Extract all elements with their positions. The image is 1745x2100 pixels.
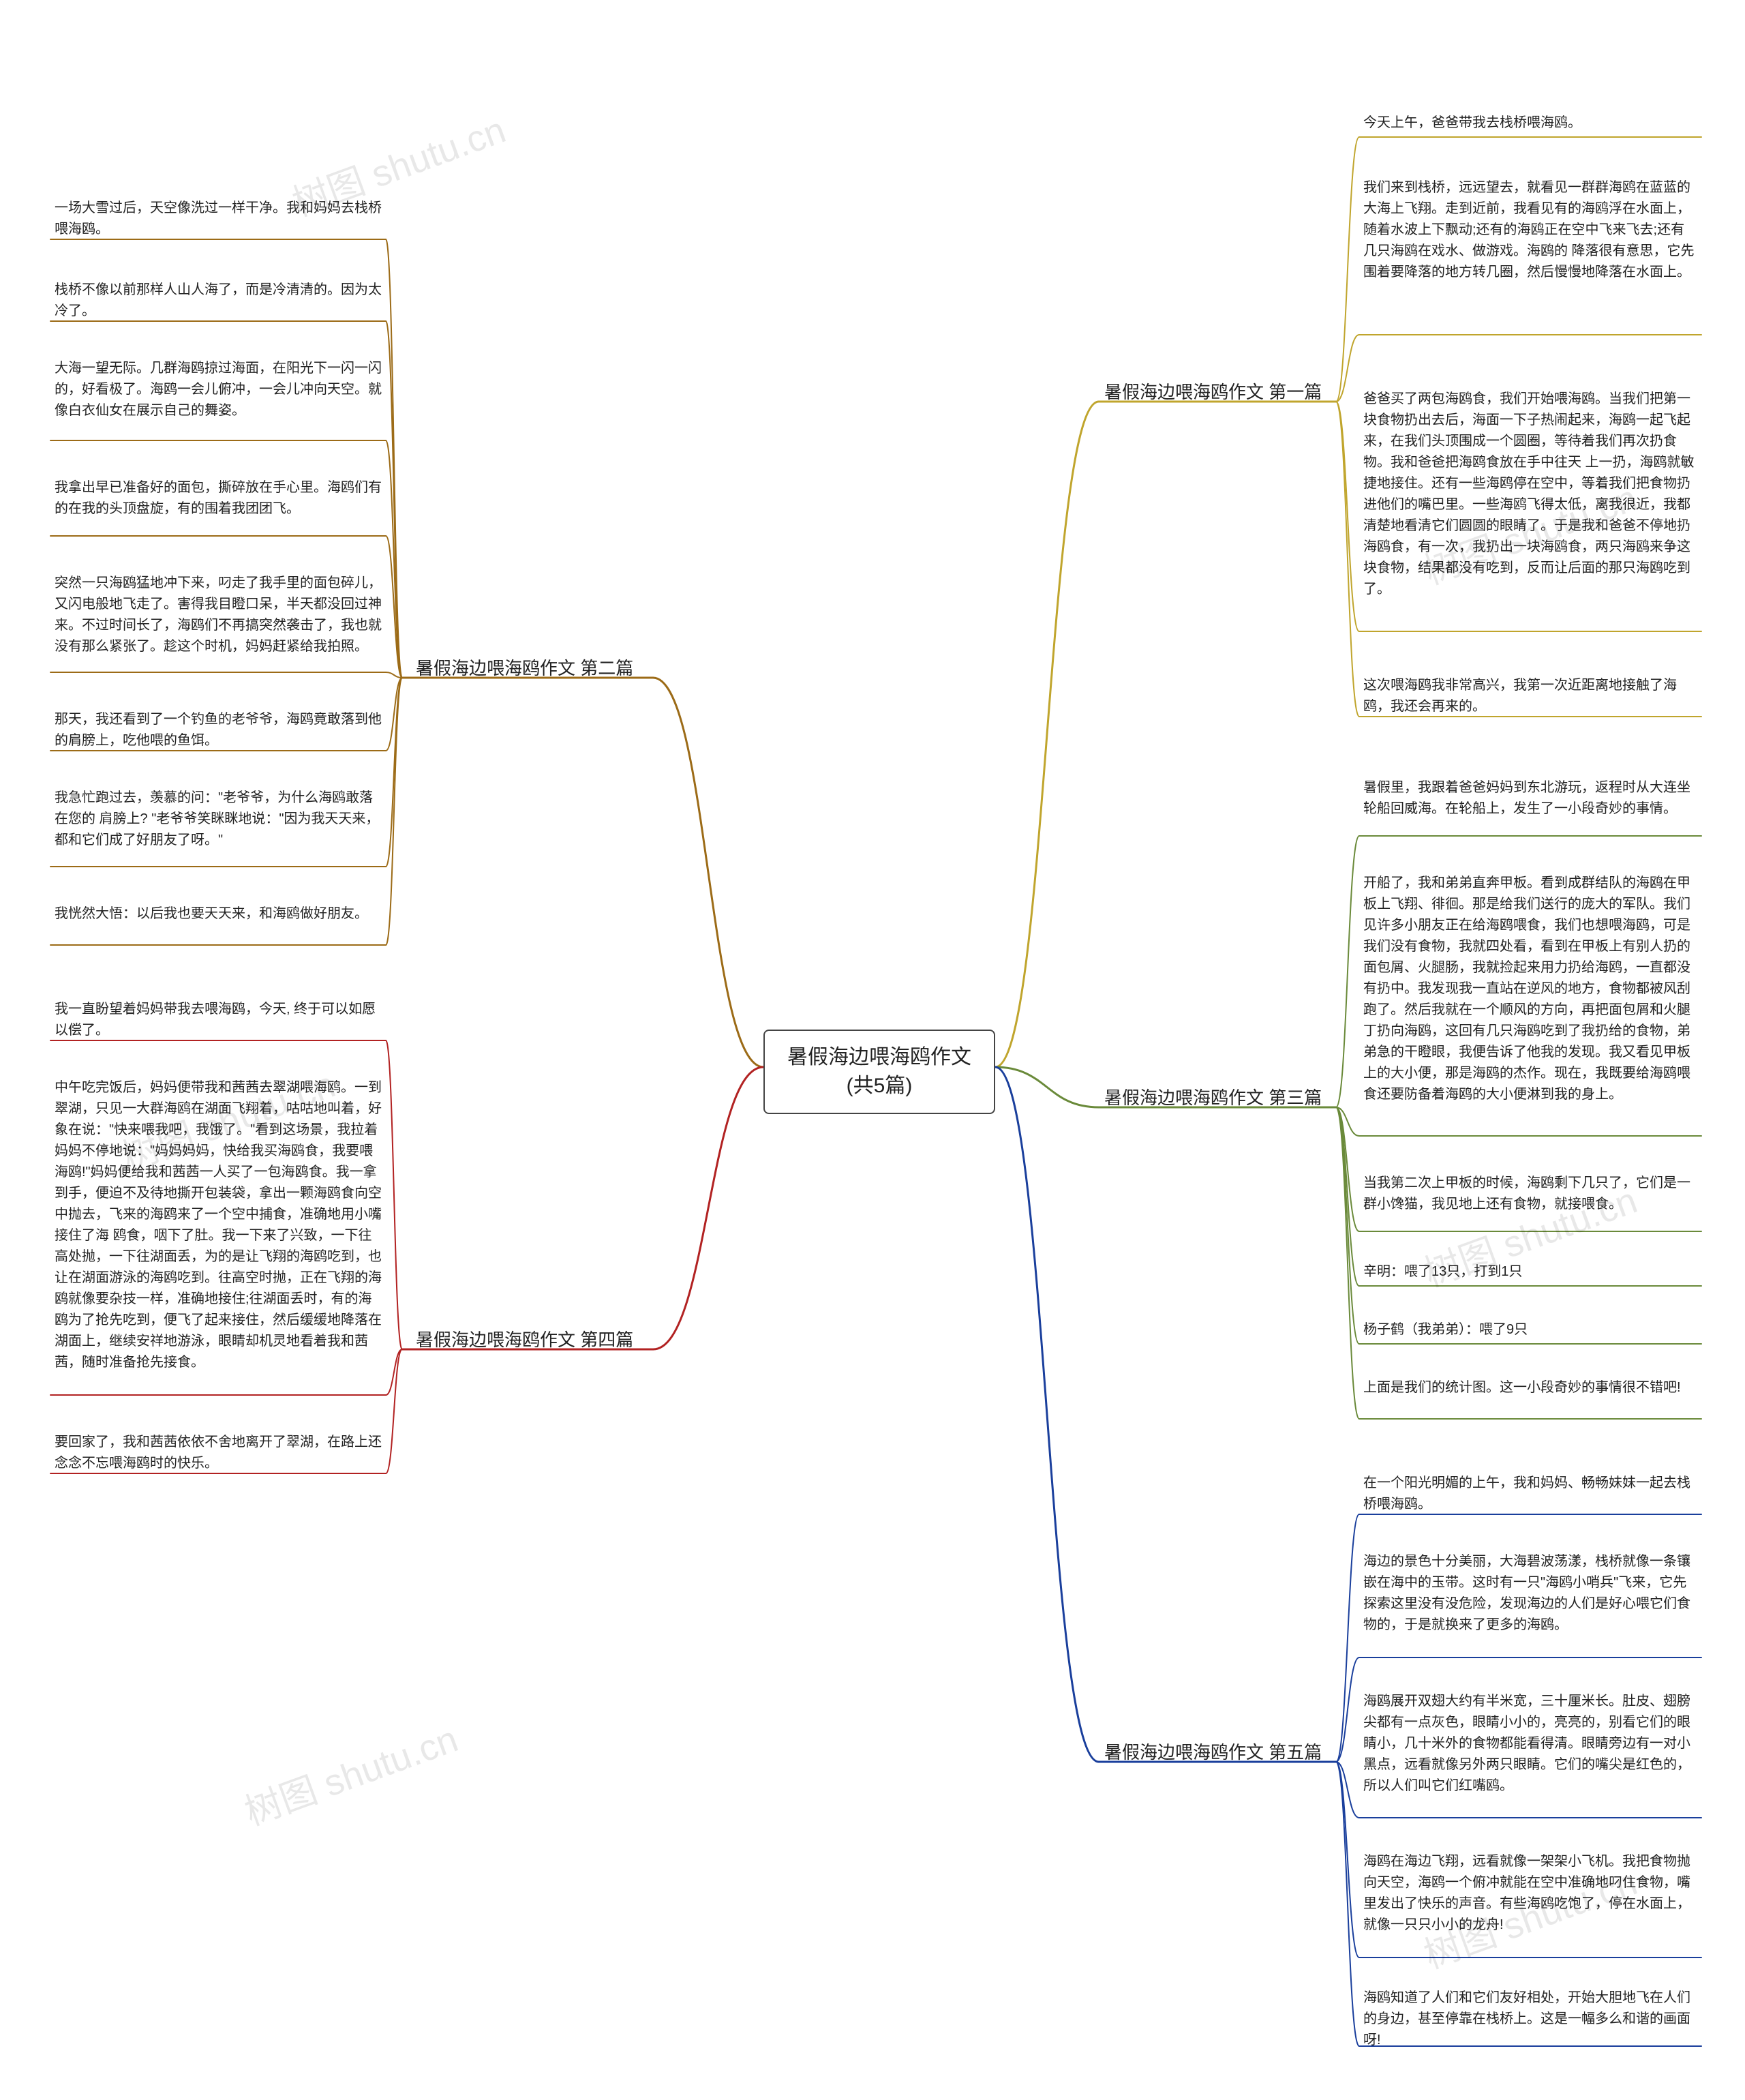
leaf-node: 我急忙跑过去，羡慕的问："老爷爷，为什么海鸥敢落在您的 肩膀上? "老爷爷笑眯眯… bbox=[55, 787, 382, 855]
branch-label: 暑假海边喂海鸥作文 第三篇 bbox=[1104, 1084, 1322, 1109]
leaf-node: 海边的景色十分美丽，大海碧波荡漾，栈桥就像一条镶嵌在海中的玉带。这时有一只"海鸥… bbox=[1363, 1551, 1697, 1640]
watermark: 树图 shutu.cn bbox=[236, 1709, 464, 1835]
mindmap-canvas: 暑假海边喂海鸥作文(共5篇) 暑假海边喂海鸥作文 第一篇 今天上午，爸爸带我去栈桥喂… bbox=[0, 0, 1745, 2100]
branch-label: 暑假海边喂海鸥作文 第二篇 bbox=[416, 655, 633, 680]
branch-label: 暑假海边喂海鸥作文 第一篇 bbox=[1104, 378, 1322, 404]
leaf-node: 我一直盼望着妈妈带我去喂海鸥，今天, 终于可以如愿以偿了。 bbox=[55, 999, 382, 1045]
center-node: 暑假海边喂海鸥作文(共5篇) bbox=[763, 1030, 995, 1114]
branch-label: 暑假海边喂海鸥作文 第五篇 bbox=[1104, 1739, 1322, 1764]
leaf-node: 一场大雪过后，天空像洗过一样干净。我和妈妈去栈桥喂海鸥。 bbox=[55, 198, 382, 244]
branch-label: 暑假海边喂海鸥作文 第四篇 bbox=[416, 1326, 633, 1351]
leaf-node: 中午吃完饭后，妈妈便带我和茜茜去翠湖喂海鸥。一到翠湖，只见一大群海鸥在湖面飞翔着… bbox=[55, 1077, 382, 1377]
leaf-node: 当我第二次上甲板的时候，海鸥剩下几只了，它们是一群小馋猫，我见地上还有食物，就接… bbox=[1363, 1173, 1697, 1219]
leaf-node: 栈桥不像以前那样人山人海了，而是冷清清的。因为太冷了。 bbox=[55, 280, 382, 326]
leaf-node: 上面是我们的统计图。这一小段奇妙的事情很不错吧! bbox=[1363, 1377, 1697, 1402]
leaf-node: 我恍然大悟：以后我也要天天来，和海鸥做好朋友。 bbox=[55, 903, 382, 929]
leaf-node: 辛明：喂了13只，打到1只 bbox=[1363, 1261, 1697, 1287]
leaf-node: 杨子鹤（我弟弟）：喂了9只 bbox=[1363, 1319, 1697, 1345]
leaf-node: 海鸥在海边飞翔，远看就像一架架小飞机。我把食物抛向天空，海鸥一个俯冲就能在空中准… bbox=[1363, 1851, 1697, 1940]
leaf-node: 那天，我还看到了一个钓鱼的老爷爷，海鸥竟敢落到他的肩膀上，吃他喂的鱼饵。 bbox=[55, 709, 382, 755]
leaf-node: 海鸥展开双翅大约有半米宽，三十厘米长。肚皮、翅膀尖都有一点灰色，眼睛小小的，亮亮… bbox=[1363, 1691, 1697, 1801]
leaf-node: 突然一只海鸥猛地冲下来，叼走了我手里的面包碎儿，又闪电般地飞走了。害得我目瞪口呆… bbox=[55, 573, 382, 661]
leaf-node: 要回家了，我和茜茜依依不舍地离开了翠湖，在路上还念念不忘喂海鸥时的快乐。 bbox=[55, 1432, 382, 1478]
leaf-node: 开船了，我和弟弟直奔甲板。看到成群结队的海鸥在甲板上飞翔、徘徊。那是给我们送行的… bbox=[1363, 873, 1697, 1109]
leaf-node: 我们来到栈桥，远远望去，就看见一群群海鸥在蓝蓝的大海上飞翔。走到近前，我看见有的… bbox=[1363, 177, 1697, 287]
leaf-node: 在一个阳光明媚的上午，我和妈妈、畅畅妹妹一起去栈桥喂海鸥。 bbox=[1363, 1473, 1697, 1519]
leaf-node: 今天上午，爸爸带我去栈桥喂海鸥。 bbox=[1363, 112, 1697, 138]
leaf-node: 海鸥知道了人们和它们友好相处，开始大胆地飞在人们的身边，甚至停靠在栈桥上。这是一… bbox=[1363, 1987, 1697, 2055]
leaf-node: 大海一望无际。几群海鸥掠过海面，在阳光下一闪一闪的，好看极了。海鸥一会儿俯冲，一… bbox=[55, 358, 382, 425]
leaf-node: 我拿出早已准备好的面包，撕碎放在手心里。海鸥们有的在我的头顶盘旋，有的围着我团团… bbox=[55, 477, 382, 524]
leaf-node: 爸爸买了两包海鸥食，我们开始喂海鸥。当我们把第一块食物扔出去后，海面一下子热闹起… bbox=[1363, 389, 1697, 604]
leaf-node: 暑假里，我跟着爸爸妈妈到东北游玩，返程时从大连坐轮船回威海。在轮船上，发生了一小… bbox=[1363, 777, 1697, 824]
leaf-node: 这次喂海鸥我非常高兴，我第一次近距离地接触了海鸥，我还会再来的。 bbox=[1363, 675, 1697, 721]
